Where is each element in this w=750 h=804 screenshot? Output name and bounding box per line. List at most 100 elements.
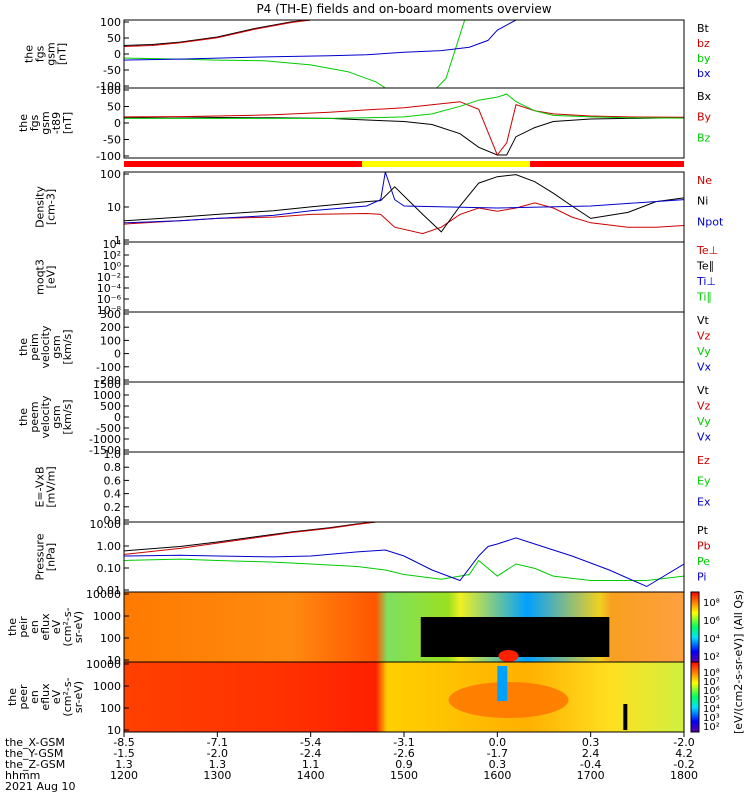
y-axis-label-line: [km/s] <box>61 399 74 434</box>
y-axis-label-line: sr-eV) <box>72 681 85 713</box>
panel-2: 100 50 0 -50 -100 thefgsgsm-t89[nT] Bx By Bz <box>17 84 712 163</box>
y-axis-label-line: -t89 <box>50 112 63 134</box>
y-axis-label-line: gsm <box>39 111 52 134</box>
x-row-value: 1.3 <box>115 758 133 771</box>
x-row-value: -7.1 <box>207 736 228 749</box>
y-tick-label: 100 <box>100 168 121 181</box>
panel-1: 100 50 0 -50 -100 thefgsgsm[nT] Bt bz by bx <box>23 16 711 93</box>
y-axis-label-line: eflux <box>39 683 52 711</box>
colorbar-tick-label: 10⁶ <box>703 616 720 627</box>
legend-entry: by <box>697 52 711 65</box>
y-axis-label-line: the <box>17 114 30 132</box>
y-axis-label-line: the <box>23 45 36 63</box>
legend-entry: Vy <box>697 415 711 428</box>
panels: 100500-50-100thefgsgsm[nT]Btbzbybx100500… <box>6 16 724 737</box>
series-pt <box>124 522 377 552</box>
legend-entry: Vy <box>697 345 711 358</box>
y-tick-label: -100 <box>96 150 121 163</box>
panel-3: 100 10 1 Density[cm-3] Ne Ni Npot <box>34 168 724 247</box>
y-tick-label: 1500 <box>93 378 121 391</box>
y-axis-label-line: gsm <box>50 335 63 358</box>
colorbar-tick-label: 10⁴ <box>703 634 720 645</box>
y-axis-label-line: eV <box>50 619 63 634</box>
legend-entry: Ti⊥ <box>696 275 716 288</box>
y-axis-label-line: [cm-3] <box>45 189 58 225</box>
y-tick-label: 100 <box>100 702 121 715</box>
spectrogram-fill <box>124 662 684 732</box>
y-tick-label: 300 <box>100 308 121 321</box>
y-tick-label: -50 <box>103 134 121 147</box>
x-row-value: -3.1 <box>393 736 414 749</box>
x-row-value: 2.4 <box>582 747 600 760</box>
legend-entry: Ex <box>697 495 711 508</box>
x-date-label: 2021 Aug 10 <box>5 780 75 793</box>
y-tick-label: -200 <box>96 374 121 387</box>
y-axis-label-line: eV <box>50 689 63 704</box>
y-axis-label-line: [km/s] <box>61 329 74 364</box>
x-row-value: 1700 <box>577 769 605 782</box>
y-axis-label-line: the <box>6 618 19 636</box>
series-bx <box>124 116 684 156</box>
y-tick-label: -1500 <box>89 444 121 457</box>
y-tick-label: 10⁰ <box>103 260 122 273</box>
y-tick-label: -50 <box>103 64 121 77</box>
panel-frame <box>123 451 685 523</box>
y-tick-label: 0 <box>114 411 121 424</box>
y-tick-label: 1.00 <box>97 540 122 553</box>
y-axis-label-line: peem <box>28 401 41 432</box>
legend-entry: Vx <box>697 431 712 444</box>
y-axis-label-line: (cm²-s- <box>61 677 74 716</box>
x-row-label: the_Y-GSM <box>5 747 63 760</box>
spectrogram-gap <box>623 704 628 730</box>
y-tick-label: 1.0 <box>104 448 122 461</box>
x-row-value: -2.4 <box>300 747 321 760</box>
x-row-label: the_X-GSM <box>5 736 65 749</box>
plot-title: P4 (TH-E) fields and on-board moments ov… <box>256 2 551 16</box>
y-tick-label: 0.10 <box>97 562 122 575</box>
legend-entry: By <box>697 111 712 124</box>
y-axis-label-line: en <box>28 690 41 704</box>
spectrogram-cold-spot <box>497 666 508 701</box>
series-ni <box>124 174 684 233</box>
panel-frame <box>123 521 685 593</box>
panel-frame <box>123 87 685 159</box>
x-row-value: 0.3 <box>489 758 507 771</box>
x-row-value: 1300 <box>203 769 231 782</box>
legend-entry: Bt <box>697 22 710 35</box>
legend-entry: Te∥ <box>696 260 714 273</box>
mode-bar-red-left <box>124 161 362 167</box>
y-axis-label: thepeimvelocitygsm[km/s] <box>17 325 74 368</box>
y-tick-label: 0 <box>114 117 121 130</box>
y-tick-label: 10 <box>107 201 121 214</box>
y-tick-label: 1000 <box>93 610 121 623</box>
y-tick-label: 50 <box>107 32 121 45</box>
x-row-value: -8.5 <box>113 736 134 749</box>
colorbar-tick-label: 10⁸ <box>703 668 720 679</box>
y-axis-label-line: the <box>17 408 30 426</box>
y-tick-label: 0.6 <box>104 474 122 487</box>
x-row-value: 0.9 <box>395 758 413 771</box>
y-tick-label: 0.01 <box>97 584 122 597</box>
x-row-value: 1200 <box>110 769 138 782</box>
y-tick-label: 10⁻² <box>97 271 121 284</box>
panel-7: 1.00.80.60.40.20.0 E=-VxB[mV/m] Ez Ey Ex <box>34 448 711 527</box>
series-pb <box>124 522 377 555</box>
y-tick-label: 0 <box>114 348 121 361</box>
colorbar-tick-label: 10³ <box>703 713 720 724</box>
colorbar-tick-label: 10⁶ <box>703 686 720 697</box>
y-tick-label: -100 <box>96 361 121 374</box>
series-by <box>124 20 684 88</box>
x-row-value: 1800 <box>670 769 698 782</box>
y-axis-label: E=-VxB[mV/m] <box>34 466 58 507</box>
x-row-value: 1600 <box>483 769 511 782</box>
x-row-value: 1.1 <box>302 758 320 771</box>
panel-frame <box>123 311 685 383</box>
y-tick-label: 1 <box>114 234 121 247</box>
y-tick-label: -100 <box>96 80 121 93</box>
y-axis-label-line: [eV] <box>45 266 58 289</box>
legend-entry: Pt <box>697 524 709 537</box>
x-row-value: 1.3 <box>209 758 227 771</box>
y-tick-label: 10000 <box>86 658 121 671</box>
